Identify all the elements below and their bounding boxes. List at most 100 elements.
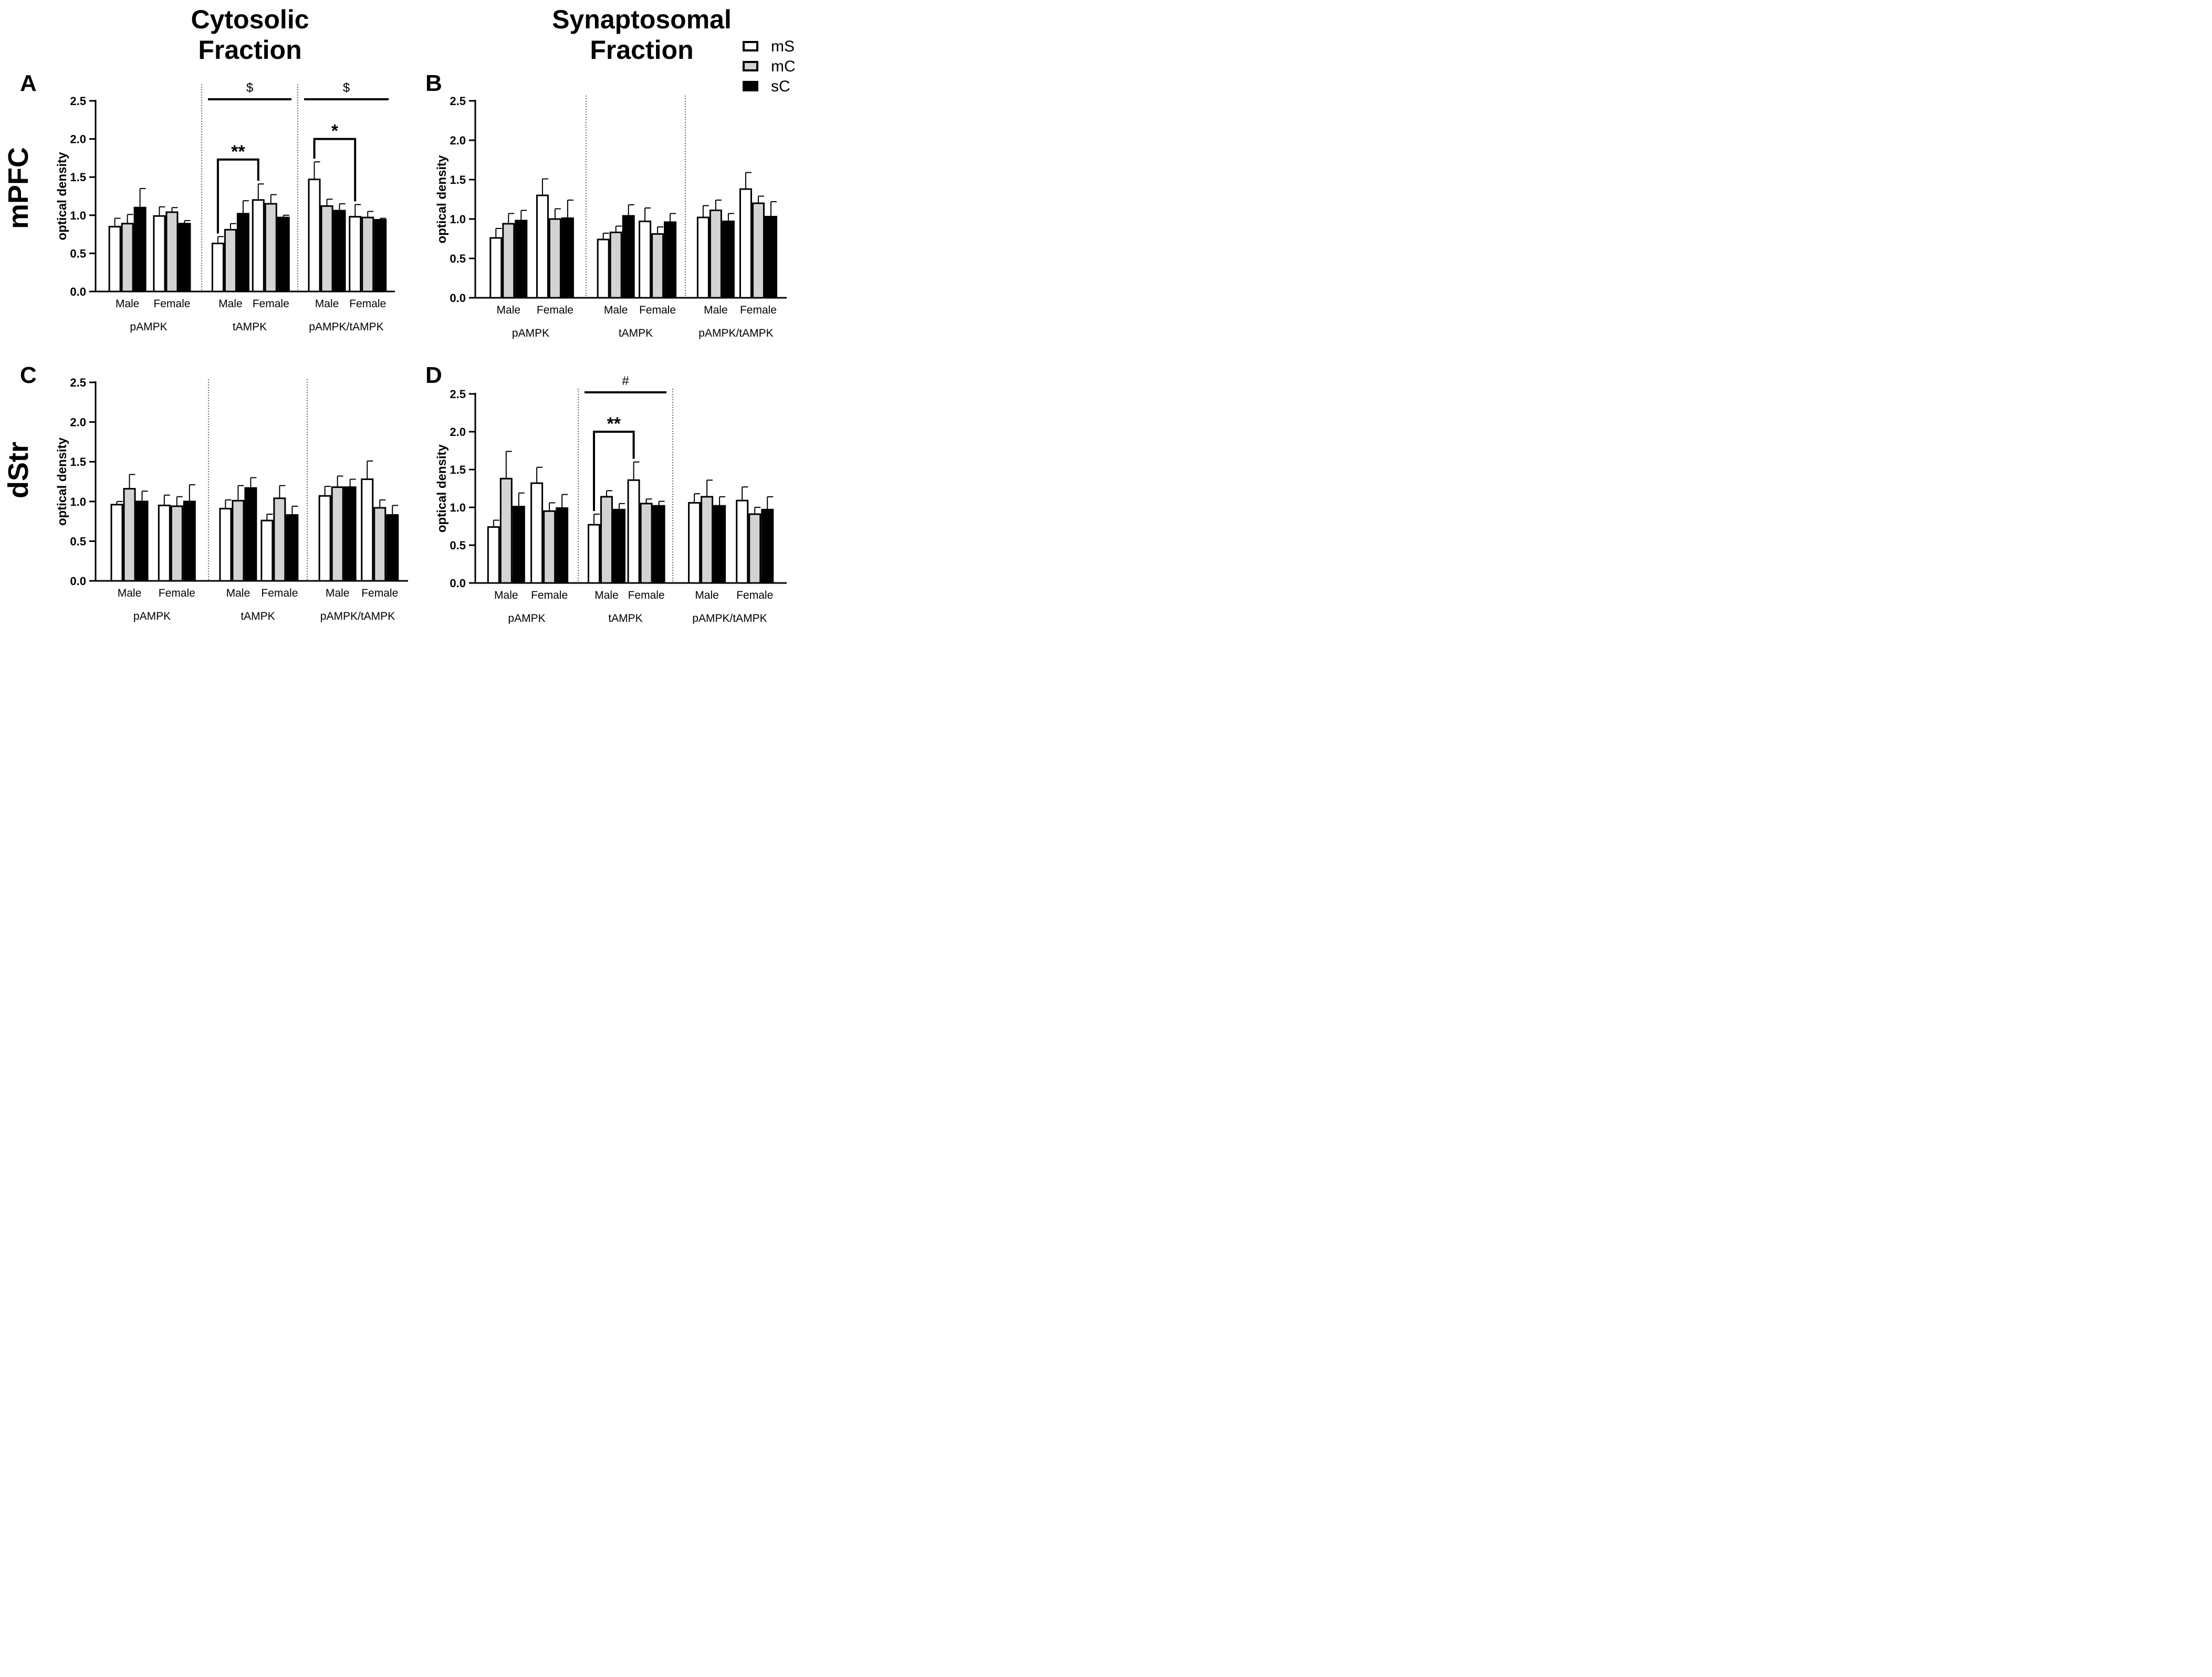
panel-c-bar (286, 514, 299, 582)
panel-c-bar (219, 507, 232, 582)
panel-b-bar (515, 220, 528, 299)
panel-a-bar (236, 213, 249, 293)
panel-b-bar (722, 221, 735, 299)
panel-b-y-tick-label: 0.5 (450, 252, 466, 265)
panel-d-significance-bracket (593, 431, 635, 511)
panel-b-y-tick-label: 1.5 (450, 173, 466, 186)
panel-c-subgroup-label: Male (226, 587, 251, 599)
panel-letter-a: A (20, 70, 37, 96)
panel-d-subgroup-label: Male (695, 589, 719, 601)
panel-a-y-tick-label: 1.0 (70, 209, 86, 222)
panel-c-y-tick-label: 1.0 (70, 495, 86, 508)
panel-c-bar (386, 514, 399, 582)
panel-b-bar (489, 237, 503, 299)
legend-label-sc: sC (771, 78, 790, 95)
panel-d-bar (543, 510, 556, 584)
panel-a-subgroup-label: Female (253, 298, 289, 310)
panel-d-bar (499, 477, 513, 584)
panel-c-bar (343, 486, 357, 582)
panel-c-bar (123, 488, 136, 582)
panel-a-subgroup-label: Female (153, 298, 190, 310)
panel-a-subgroup-label: Female (349, 298, 386, 310)
panel-a-subgroup-label: Male (116, 298, 140, 310)
panel-b-subgroup-label: Male (604, 304, 628, 316)
panel-c-y-tick-label: 2.0 (70, 416, 86, 429)
panel-c-bar (260, 519, 274, 582)
panel-b-bar (739, 188, 752, 299)
panel-b-subgroup-label: Female (537, 304, 573, 316)
panel-letter-b: B (425, 70, 442, 96)
panel-d-subgroup-label: Female (531, 589, 568, 601)
panel-c-subgroup-label: Male (118, 587, 142, 599)
panel-b-bar (696, 216, 709, 299)
panel-a-significance-symbol: $ (246, 81, 253, 95)
panel-b-bar (561, 217, 574, 299)
panel-a-bar (308, 179, 321, 293)
panel-c-bar (244, 487, 257, 582)
panel-a-group-label: pAMPK/tAMPK (309, 321, 383, 333)
panel-b-subgroup-label: Female (639, 304, 676, 316)
panel-a-bar (374, 219, 387, 293)
panel-a-y-tick-label: 2.5 (70, 95, 86, 108)
panel-d-bar (588, 524, 600, 584)
panel-a-subgroup-label: Male (315, 298, 339, 310)
panel-c-bar (183, 501, 196, 582)
panel-c-subgroup-label: Female (361, 587, 398, 599)
panel-b-bar (709, 210, 722, 299)
panel-b-group-label: tAMPK (619, 327, 653, 339)
panel-b-subgroup-label: Female (740, 304, 777, 316)
panel-d-subgroup-label: Male (494, 589, 518, 601)
panel-c-bar (135, 501, 149, 582)
panel-c-y-tick-label: 0.0 (70, 575, 86, 588)
panel-b-subgroup-label: Male (497, 304, 521, 316)
panel-letter-c: C (20, 362, 37, 388)
panel-b-bar (764, 216, 777, 299)
panel-c-bar (318, 495, 331, 582)
panel-a-y-tick-label: 0.5 (70, 247, 86, 260)
panel-b-y-tick-label: 1.0 (450, 213, 466, 226)
column-title-synaptosomal: Synaptosomal Fraction (552, 5, 732, 65)
panel-c-subgroup-label: Female (261, 587, 298, 599)
panel-b-subgroup-label: Male (704, 304, 728, 316)
panel-c-subgroup-label: Female (159, 587, 195, 599)
legend-swatch-mc (743, 61, 758, 71)
panel-d-bar (627, 479, 640, 584)
panel-c-bar (331, 486, 344, 582)
panel-d-subgroup-label: Male (594, 589, 619, 601)
panel-c-group-label: tAMPK (241, 610, 275, 622)
legend-label-ms: mS (771, 38, 795, 55)
panel-d-y-tick-label: 0.5 (450, 539, 466, 552)
panel-d-y-tick-label: 0.0 (450, 577, 466, 590)
panel-d-bar (600, 496, 613, 584)
panel-b-bar (502, 223, 515, 299)
panel-d-y-axis-label: optical density (435, 444, 449, 533)
legend-swatch-ms (743, 41, 758, 51)
panel-d-bar (640, 503, 653, 584)
panel-a-bar (264, 203, 277, 293)
panel-c-bar (373, 507, 387, 582)
panel-c-bar (232, 499, 245, 582)
panel-c-bar (273, 497, 286, 582)
panel-a-group-label: pAMPK (130, 321, 167, 333)
panel-c-subgroup-label: Male (326, 587, 350, 599)
panel-d-subgroup-label: Female (736, 589, 773, 601)
panel-d-bar (652, 505, 665, 584)
panel-c-bar (361, 478, 374, 582)
panel-c-group-label: pAMPK (133, 610, 171, 622)
panel-d-y-tick-label: 1.0 (450, 501, 466, 514)
legend-swatch-sc (743, 81, 758, 91)
panel-a-significance-bracket (313, 138, 357, 202)
panel-a-y-tick-label: 0.0 (70, 285, 86, 298)
legend-label-mc: mC (771, 58, 796, 75)
figure-svg: 0.0 0.5 1.0 1.5 2.0 2.5 optical density Male Fem… (55, 81, 787, 624)
panel-c-y-tick-label: 2.5 (70, 376, 86, 389)
panel-b-group-label: pAMPK (512, 327, 549, 339)
panel-d-group-label: tAMPK (608, 612, 642, 624)
panel-a-significance-stars: ** (231, 142, 245, 162)
panel-a-significance-stars: * (331, 121, 339, 141)
panel-c-bar (158, 504, 171, 582)
panel-b-y-tick-label: 0.0 (450, 291, 466, 305)
panel-d-y-tick-label: 2.5 (450, 388, 466, 401)
panel-d-bar (761, 508, 774, 584)
panel-a-bar (333, 210, 346, 293)
